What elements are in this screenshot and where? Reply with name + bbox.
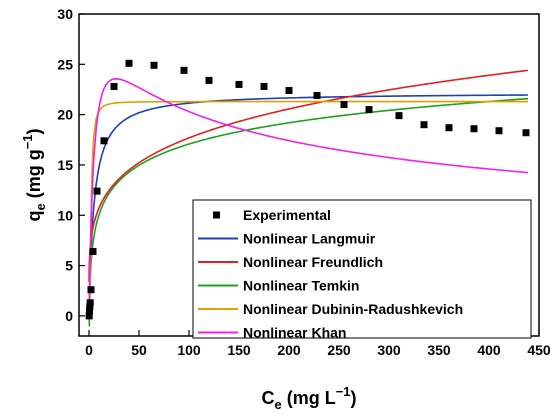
data-point xyxy=(395,112,403,120)
series-line-nonlinear-dubinin-radushkevich xyxy=(88,100,528,317)
data-point xyxy=(89,247,97,255)
data-point xyxy=(340,101,348,109)
data-point xyxy=(86,307,93,315)
y-axis-ticks: 0 5 10 15 20 25 30 xyxy=(57,6,85,324)
series-line-nonlinear-langmuir xyxy=(88,94,529,314)
legend-label: Nonlinear Freundlich xyxy=(243,254,383,270)
x-tick-label: 150 xyxy=(227,342,251,358)
data-point xyxy=(180,66,188,74)
y-tick-label: 0 xyxy=(65,308,73,324)
data-point xyxy=(150,61,158,69)
data-point xyxy=(87,286,95,294)
x-tick-label: 250 xyxy=(327,342,351,358)
data-point xyxy=(85,312,93,320)
legend-label: Experimental xyxy=(243,207,331,223)
data-point xyxy=(260,82,268,90)
x-tick-label: 0 xyxy=(85,342,93,358)
x-tick-label: 200 xyxy=(277,342,301,358)
series-line-nonlinear-temkin xyxy=(88,97,529,327)
x-tick-label: 350 xyxy=(427,342,451,358)
data-point xyxy=(125,59,133,67)
data-point xyxy=(285,86,293,94)
model-curves xyxy=(88,69,529,327)
data-point xyxy=(110,82,118,90)
data-point xyxy=(205,76,213,84)
data-point xyxy=(420,121,428,129)
experimental-points xyxy=(85,59,530,320)
data-point xyxy=(313,92,321,100)
data-point xyxy=(470,125,478,133)
legend-label: Nonlinear Dubinin-Radushkevich xyxy=(243,301,463,317)
x-tick-label: 50 xyxy=(131,342,147,358)
data-point xyxy=(100,137,108,145)
legend-label: Nonlinear Temkin xyxy=(243,278,359,294)
x-tick-label: 100 xyxy=(177,342,201,358)
series-line-nonlinear-freundlich xyxy=(88,69,529,282)
y-tick-label: 10 xyxy=(57,207,73,223)
legend-box xyxy=(192,199,532,339)
data-point xyxy=(365,106,373,114)
data-point xyxy=(495,127,503,135)
y-tick-label: 5 xyxy=(65,258,73,274)
x-tick-label: 450 xyxy=(527,342,550,358)
data-point xyxy=(86,299,94,307)
legend-label: Nonlinear Langmuir xyxy=(243,231,376,247)
y-axis-label: qe (mg g−1) xyxy=(20,128,48,221)
legend-marker xyxy=(213,211,220,219)
x-tick-label: 300 xyxy=(377,342,401,358)
x-tick-label: 400 xyxy=(477,342,501,358)
y-tick-label: 30 xyxy=(57,6,73,22)
series-line-nonlinear-khan xyxy=(88,78,529,313)
x-axis-label: Ce (mg L−1) xyxy=(261,384,356,412)
y-tick-label: 25 xyxy=(57,56,73,72)
data-point xyxy=(93,187,101,195)
data-point xyxy=(86,303,94,311)
data-point xyxy=(235,80,243,88)
y-tick-label: 15 xyxy=(57,157,73,173)
x-axis-ticks: 0 50 100 150 200 250 300 350 400 450 xyxy=(85,330,550,358)
legend-label: Nonlinear Khan xyxy=(243,325,346,341)
legend: Experimental Nonlinear Langmuir Nonlinear … xyxy=(192,199,532,341)
y-tick-label: 20 xyxy=(57,107,73,123)
data-point xyxy=(445,124,453,132)
data-point xyxy=(522,129,530,137)
